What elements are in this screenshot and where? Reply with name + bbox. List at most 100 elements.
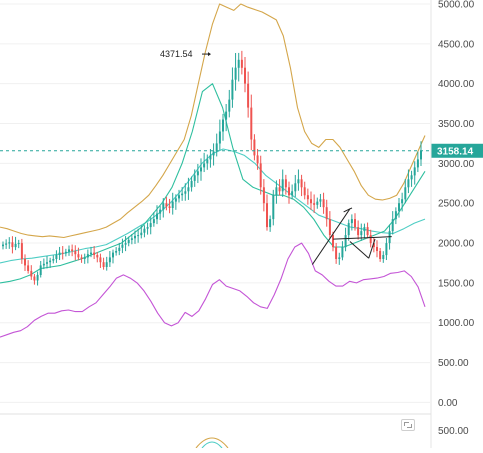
- candle-body: [134, 235, 136, 239]
- candle-body: [391, 219, 394, 232]
- candle-body: [24, 259, 26, 266]
- candle-body: [372, 243, 375, 248]
- volume-panel: [195, 437, 229, 449]
- candle-body: [284, 179, 287, 188]
- candle-body: [281, 179, 284, 192]
- candle-body: [58, 252, 61, 255]
- last-price-tag: [431, 143, 483, 158]
- candle-body: [152, 219, 155, 224]
- trend-line: [368, 238, 376, 259]
- trend-line: [343, 208, 351, 213]
- y-tick-label: 2000.00: [438, 239, 475, 250]
- candle-body: [174, 198, 177, 202]
- candle-body: [401, 199, 404, 204]
- candle-body: [244, 67, 246, 84]
- candle-body: [52, 259, 55, 261]
- candle-body: [127, 239, 130, 244]
- candle-body: [228, 99, 231, 112]
- candle-body: [168, 206, 171, 208]
- candle-body: [247, 83, 250, 108]
- candle-body: [156, 213, 158, 220]
- candle-body: [262, 187, 265, 204]
- candle-body: [193, 175, 196, 181]
- y-tick-label: 4500.00: [438, 39, 475, 50]
- candle-body: [275, 187, 278, 196]
- candle-body: [354, 219, 356, 228]
- fullscreen-icon[interactable]: [401, 419, 415, 431]
- candle-body: [99, 257, 102, 263]
- volume-band-line: [195, 437, 229, 449]
- candle-body: [184, 191, 187, 194]
- candle-body: [5, 243, 8, 245]
- grid: [0, 3, 430, 403]
- candle-body: [291, 191, 294, 196]
- candle-body: [130, 238, 133, 240]
- candle-body: [398, 203, 400, 212]
- candle-body: [212, 151, 215, 156]
- y-tick-label: 0.00: [438, 398, 458, 409]
- candle-body: [86, 254, 89, 258]
- candle-body: [203, 163, 206, 168]
- candle-body: [335, 247, 338, 259]
- candle-body: [112, 252, 114, 258]
- candle-body: [322, 199, 325, 208]
- candle-body: [55, 255, 58, 259]
- candle-body: [234, 67, 237, 80]
- last-price-line: 3158.14: [0, 143, 483, 158]
- candle-body: [341, 247, 344, 258]
- candle-body: [124, 243, 127, 245]
- candle-body: [11, 242, 14, 248]
- candle-body: [338, 257, 341, 259]
- candle-body: [385, 243, 388, 256]
- candle-body: [20, 243, 23, 259]
- trend-line: [349, 207, 353, 210]
- candle-body: [269, 219, 272, 228]
- candle-body: [46, 262, 48, 264]
- candle-body: [272, 195, 275, 220]
- candle-body: [196, 171, 199, 176]
- candle-body: [96, 255, 99, 258]
- trend-drawings: [311, 207, 392, 265]
- candle-body: [146, 227, 149, 229]
- candle-body: [344, 235, 347, 248]
- candle-body: [162, 203, 165, 210]
- candle-body: [8, 242, 11, 244]
- candle-body: [250, 107, 253, 140]
- candle-body: [316, 201, 319, 205]
- candle-body: [369, 235, 372, 244]
- candle-body: [360, 231, 363, 236]
- candle-body: [325, 207, 328, 220]
- y-tick-label: 5000.00: [438, 0, 475, 10]
- candle-body: [61, 252, 64, 254]
- candle-body: [225, 111, 228, 120]
- candle-body: [30, 270, 33, 277]
- candle-body: [410, 175, 413, 180]
- candle-body: [93, 252, 96, 255]
- candle-body: [14, 243, 17, 248]
- candle-body: [256, 155, 259, 164]
- candle-body: [115, 251, 118, 253]
- candle-body: [149, 223, 152, 228]
- candle-body: [310, 199, 312, 204]
- candle-body: [77, 254, 80, 258]
- y-tick-label: 3000.00: [438, 159, 475, 170]
- y-tick-label: 2500.00: [438, 199, 475, 210]
- moving-averages: [0, 83, 426, 284]
- candle-body: [266, 203, 268, 228]
- annotations: 4371.54: [160, 49, 211, 59]
- candle-body: [366, 227, 369, 236]
- candle-body: [218, 131, 221, 144]
- candle-body: [332, 235, 334, 248]
- candle-body: [319, 199, 322, 202]
- candle-body: [181, 193, 184, 196]
- candle-body: [363, 227, 366, 232]
- candle-body: [237, 59, 240, 68]
- candle-body: [215, 143, 218, 152]
- candle-body: [259, 163, 262, 188]
- y-tick-label: 3500.00: [438, 119, 475, 130]
- candle-body: [187, 187, 190, 192]
- last-price-label: 3158.14: [437, 146, 474, 157]
- candle-body: [118, 247, 121, 251]
